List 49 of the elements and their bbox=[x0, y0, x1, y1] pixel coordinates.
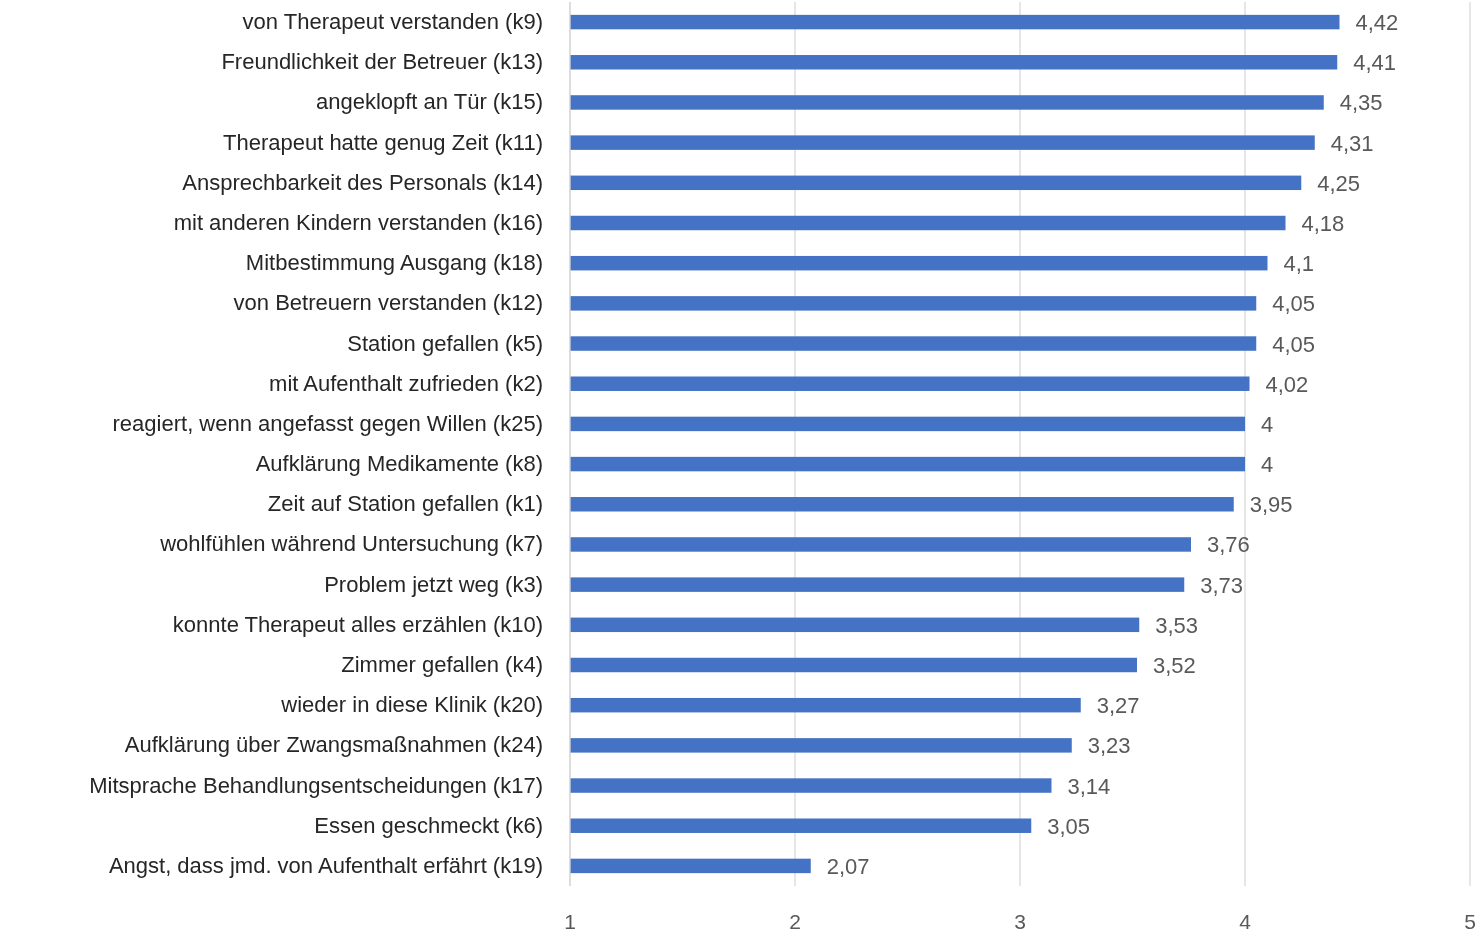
data-label: 4,18 bbox=[1301, 211, 1345, 236]
data-label: 3,52 bbox=[1153, 653, 1196, 678]
data-label: 4,35 bbox=[1339, 90, 1383, 116]
data-label: 4,42 bbox=[1355, 10, 1399, 36]
y-tick-label: Essen geschmeckt (k6) bbox=[314, 812, 543, 838]
y-tick-label: Aufklärung Medikamente (k8) bbox=[255, 451, 543, 477]
y-tick-label: wohlfühlen während Untersuchung (k7) bbox=[159, 531, 543, 557]
y-tick-label: Ansprechbarkeit des Personals (k14) bbox=[182, 169, 543, 195]
y-tick-label: mit anderen Kindern verstanden (k16) bbox=[173, 210, 543, 235]
data-label: 3,23 bbox=[1087, 733, 1131, 759]
y-tick-label: Angst, dass jmd. von Aufenthalt erfährt (k19) bbox=[108, 852, 543, 878]
y-tick-label: Zimmer gefallen (k4) bbox=[341, 652, 543, 677]
data-label: 4,05 bbox=[1272, 331, 1316, 357]
y-tick-label: von Therapeut verstanden (k9) bbox=[242, 9, 543, 35]
y-tick-label: Zeit auf Station gefallen (k1) bbox=[267, 491, 543, 517]
data-label: 3,76 bbox=[1207, 532, 1250, 558]
y-tick-label: Problem jetzt weg (k3) bbox=[324, 571, 543, 597]
data-label: 4 bbox=[1261, 452, 1274, 478]
y-tick-label: angeklopft an Tür (k15) bbox=[315, 89, 543, 115]
y-tick-label: Aufklärung über Zwangsmaßnahmen (k24) bbox=[124, 732, 543, 758]
data-label: 4,31 bbox=[1330, 130, 1374, 156]
y-tick-label: Mitbestimmung Ausgang (k18) bbox=[245, 250, 543, 276]
data-label: 3,73 bbox=[1200, 572, 1244, 598]
y-tick-label: mit Aufenthalt zufrieden (k2) bbox=[269, 370, 543, 396]
y-tick-label: Mitsprache Behandlungsentscheidungen (k17) bbox=[89, 772, 543, 798]
data-label: 4,02 bbox=[1265, 371, 1309, 397]
y-tick-label: Therapeut hatte genug Zeit (k11) bbox=[222, 129, 543, 155]
data-label: 4,41 bbox=[1353, 50, 1397, 76]
data-label: 4,05 bbox=[1272, 291, 1316, 317]
y-tick-label: reagiert, wenn angefasst gegen Willen (k25) bbox=[112, 410, 543, 436]
data-label: 4,1 bbox=[1283, 251, 1315, 277]
y-tick-label: konnte Therapeut alles erzählen (k10) bbox=[172, 611, 543, 637]
data-label: 3,05 bbox=[1047, 813, 1091, 839]
data-label: 3,95 bbox=[1249, 492, 1293, 518]
data-label: 4 bbox=[1261, 411, 1274, 437]
x-tick-label: 4 bbox=[1239, 910, 1252, 933]
x-tick-label: 5 bbox=[1464, 910, 1476, 933]
x-tick-label: 2 bbox=[789, 910, 801, 933]
data-label: 3,53 bbox=[1155, 612, 1199, 638]
data-label: 4,25 bbox=[1317, 170, 1361, 196]
x-tick-label: 3 bbox=[1014, 910, 1026, 933]
y-tick-label: von Betreuern verstanden (k12) bbox=[233, 290, 543, 316]
y-tick-label: Station gefallen (k5) bbox=[347, 330, 543, 356]
data-label: 3,27 bbox=[1096, 693, 1140, 719]
data-label: 3,14 bbox=[1067, 773, 1111, 799]
y-tick-label: wieder in diese Klinik (k20) bbox=[280, 692, 543, 718]
x-tick-label: 1 bbox=[564, 910, 576, 933]
y-tick-label: Freundlichkeit der Betreuer (k13) bbox=[221, 49, 543, 75]
data-label: 2,07 bbox=[826, 853, 870, 879]
